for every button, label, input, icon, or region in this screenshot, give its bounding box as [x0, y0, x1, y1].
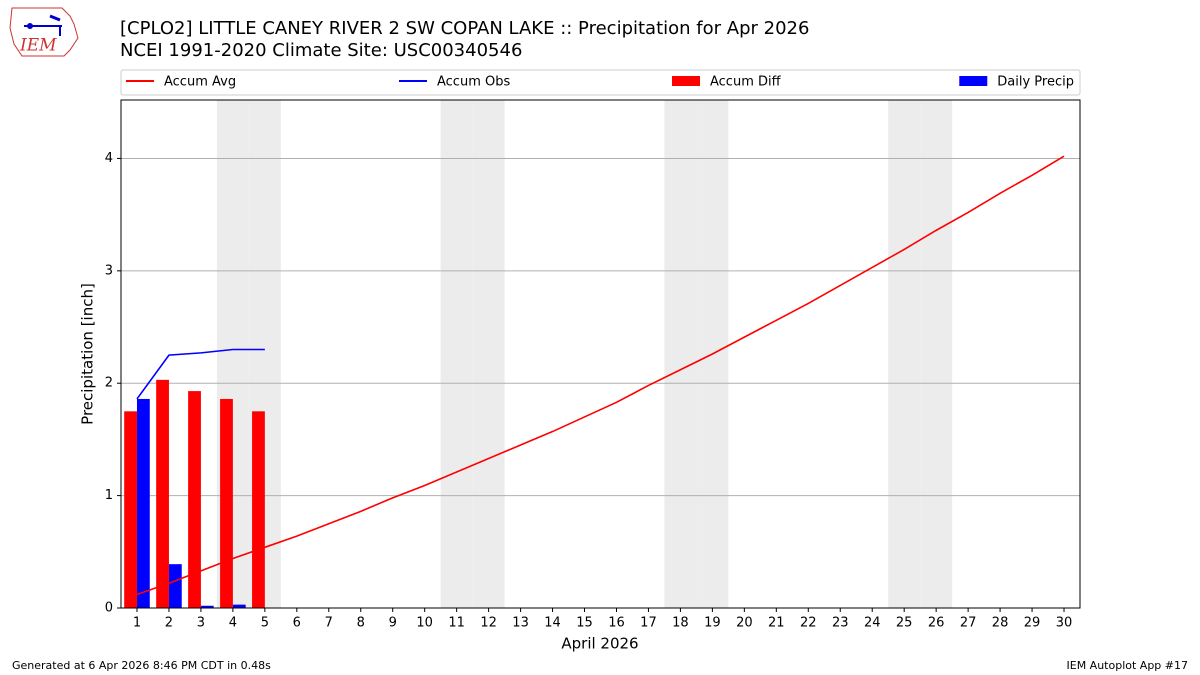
y-tick-label: 2 [105, 376, 113, 391]
legend-box [120, 69, 1081, 96]
x-tick-label: 13 [512, 616, 529, 631]
footer-left: Generated at 6 Apr 2026 8:46 PM CDT in 0… [12, 659, 271, 672]
plot-frame [120, 99, 1081, 609]
x-tick-label: 6 [293, 616, 301, 631]
x-tick-label: 25 [896, 616, 913, 631]
x-tick-label: 22 [800, 616, 817, 631]
legend-label: Accum Obs [437, 75, 510, 90]
legend-label: Daily Precip [997, 75, 1074, 90]
x-tick-label: 12 [480, 616, 497, 631]
weekend-band [920, 100, 953, 608]
bar [188, 391, 201, 608]
x-tick-label: 19 [704, 616, 721, 631]
logo-text: IEM [19, 36, 57, 56]
x-tick-label: 7 [325, 616, 333, 631]
x-tick-label: 20 [736, 616, 753, 631]
x-tick-label: 30 [1056, 616, 1073, 631]
x-tick-label: 9 [389, 616, 397, 631]
legend-swatch [672, 76, 700, 86]
weekend-band [664, 100, 697, 608]
weekend-band [472, 100, 505, 608]
y-tick-label: 1 [105, 488, 113, 503]
line [136, 155, 1065, 596]
y-tick-label: 4 [105, 151, 113, 166]
x-tick-label: 8 [357, 616, 365, 631]
x-tick-label: 28 [992, 616, 1009, 631]
x-tick-label: 4 [229, 616, 237, 631]
x-tick-label: 15 [576, 616, 593, 631]
chart-title: [CPLO2] LITTLE CANEY RIVER 2 SW COPAN LA… [120, 18, 809, 39]
x-axis-label: April 2026 [561, 635, 638, 653]
bar [136, 398, 150, 608]
legend-label: Accum Avg [164, 75, 236, 90]
x-tick-label: 3 [197, 616, 205, 631]
x-tick-label: 10 [416, 616, 433, 631]
x-tick-label: 29 [1024, 616, 1041, 631]
logo: IEM [9, 7, 79, 57]
bar [220, 398, 233, 608]
x-tick-label: 24 [864, 616, 881, 631]
weekend-band [888, 100, 921, 608]
y-tick-label: 3 [105, 263, 113, 278]
x-tick-label: 21 [768, 616, 785, 631]
x-tick-label: 16 [608, 616, 625, 631]
footer-right: IEM Autoplot App #17 [1067, 659, 1189, 672]
x-tick-label: 23 [832, 616, 849, 631]
x-tick-label: 1 [133, 616, 141, 631]
y-axis-label: Precipitation [inch] [79, 283, 97, 425]
x-tick-label: 17 [640, 616, 657, 631]
line [136, 348, 265, 400]
x-tick-label: 18 [672, 616, 689, 631]
bar [124, 411, 137, 608]
weekend-band [440, 100, 473, 608]
x-tick-label: 11 [448, 616, 465, 631]
chart-subtitle: NCEI 1991-2020 Climate Site: USC00340546 [120, 40, 522, 61]
x-tick-label: 26 [928, 616, 945, 631]
x-tick-label: 5 [261, 616, 269, 631]
bar [200, 605, 214, 608]
x-tick-label: 27 [960, 616, 977, 631]
bar [252, 411, 265, 608]
x-tick-label: 14 [544, 616, 561, 631]
legend-swatch [959, 76, 988, 86]
legend-label: Accum Diff [710, 75, 782, 90]
x-tick-label: 2 [165, 616, 173, 631]
bar [156, 379, 169, 608]
bar [168, 564, 182, 608]
y-tick-label: 0 [105, 601, 113, 616]
bar [232, 604, 246, 608]
